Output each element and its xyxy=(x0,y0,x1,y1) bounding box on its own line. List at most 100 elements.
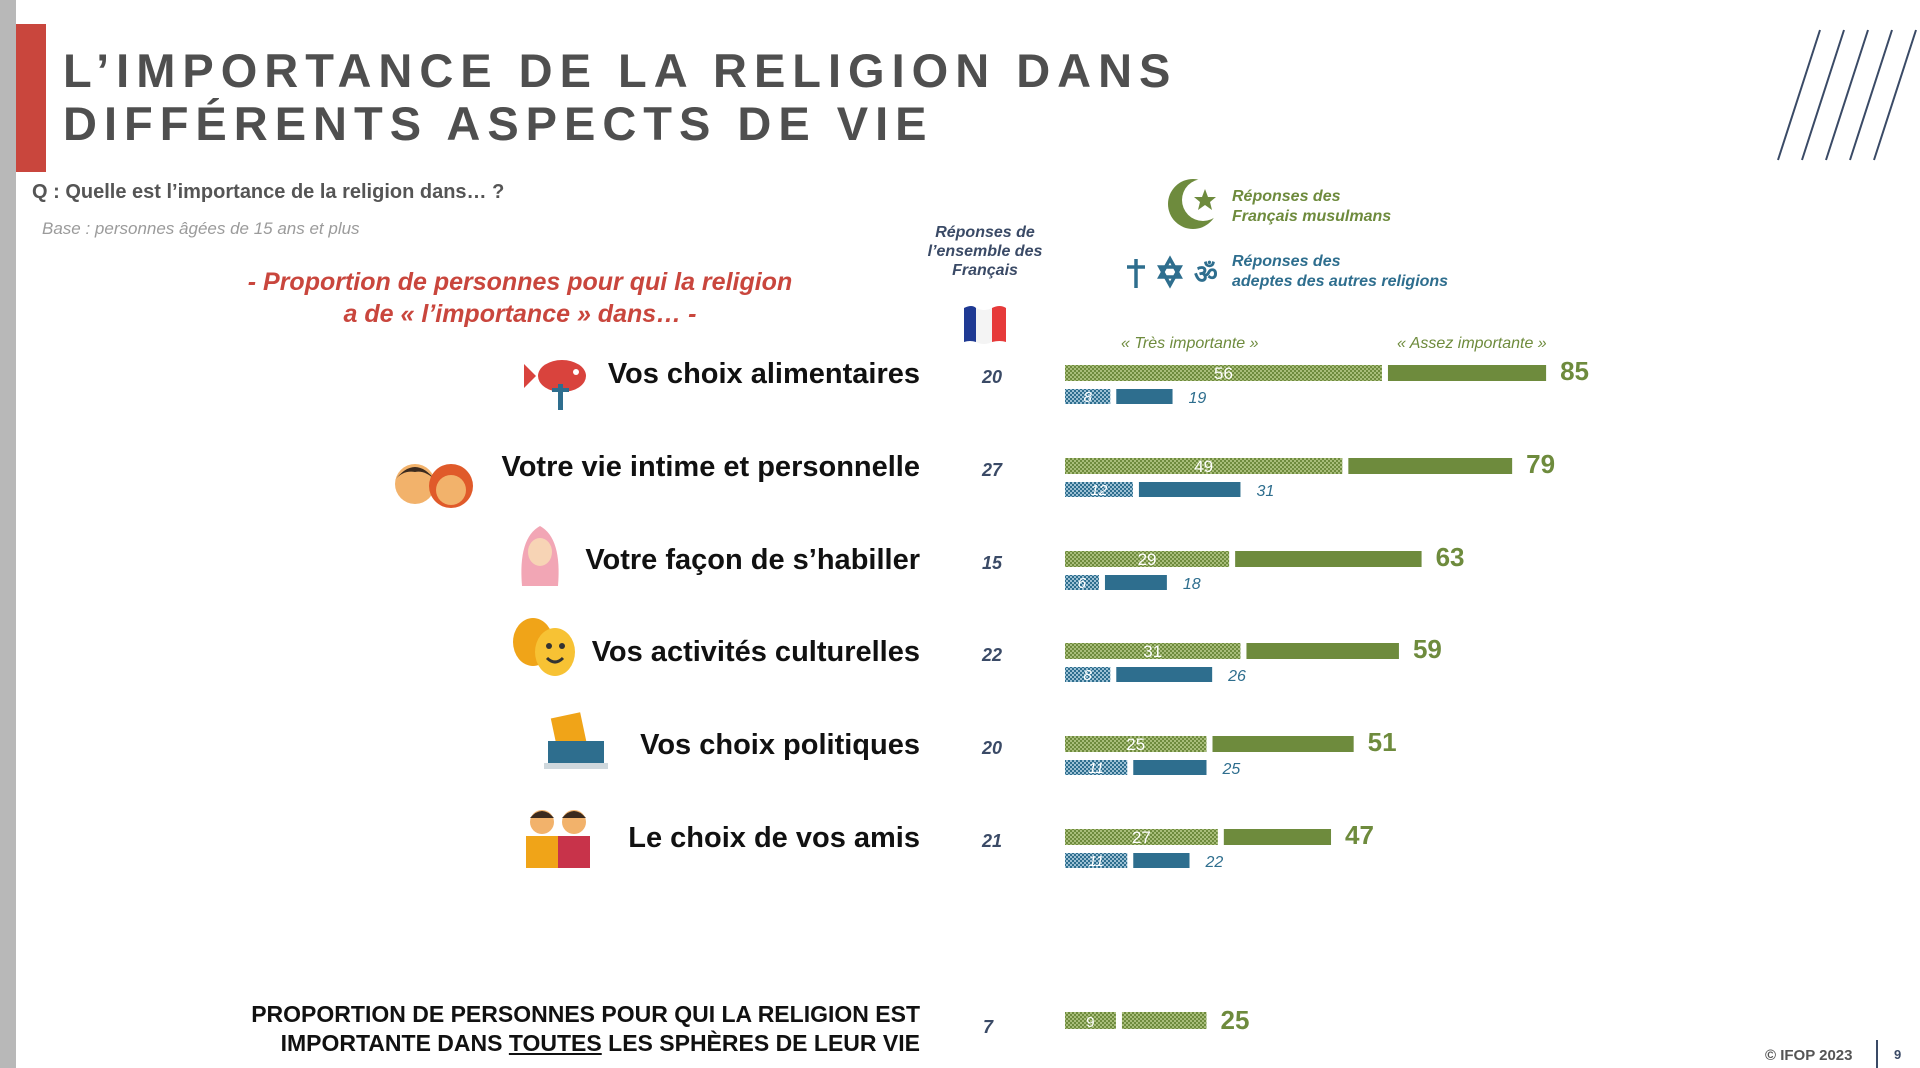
bar-muslim-tres-6 xyxy=(1065,829,1218,845)
bar-muslim-tres-5 xyxy=(1065,736,1207,752)
label-other-tres-6: 11 xyxy=(1088,853,1104,870)
label-muslim-tres-3: 29 xyxy=(1138,550,1157,569)
label-other-total-1: 19 xyxy=(1189,390,1207,407)
bar-summary-tres xyxy=(1065,1012,1116,1029)
bar-muslim-assez-4 xyxy=(1246,643,1399,659)
bar-muslim-tres-1 xyxy=(1065,365,1382,381)
label-summary-tres: 9 xyxy=(1086,1014,1094,1031)
label-muslim-total-4: 59 xyxy=(1413,634,1442,664)
label-other-total-5: 25 xyxy=(1222,761,1241,778)
bar-other-assez-2 xyxy=(1138,482,1241,497)
fr-value-1: 20 xyxy=(981,367,1003,387)
legend-muslim: Réponses des Français musulmans xyxy=(1232,187,1391,227)
col-head-line-3: Français xyxy=(952,262,1018,279)
bar-summary-assez xyxy=(1121,1012,1207,1029)
row-label-2: Votre vie intime et personnelle xyxy=(501,451,920,483)
fr-value-6: 21 xyxy=(981,831,1003,851)
ensemble-column-header: Réponses de l’ensemble des Français xyxy=(920,223,1050,280)
label-other-tres-2: 12 xyxy=(1091,482,1108,499)
bar-muslim-assez-6 xyxy=(1223,829,1332,845)
label-other-total-2: 31 xyxy=(1256,483,1274,500)
legend-other-line-2: adeptes des autres religions xyxy=(1232,273,1449,290)
row-label-6: Le choix de vos amis xyxy=(628,822,920,854)
bar-other-tres-6 xyxy=(1065,853,1128,868)
fish-fork-icon xyxy=(524,360,586,410)
label-other-tres-1: 8 xyxy=(1083,389,1092,406)
col-head-line-2: l’ensemble des xyxy=(927,243,1043,260)
label-summary-total: 25 xyxy=(1221,1005,1250,1035)
bar-other-assez-3 xyxy=(1104,575,1167,590)
label-muslim-total-2: 79 xyxy=(1526,449,1555,479)
proportion-line-2: a de « l’importance » dans… - xyxy=(343,300,697,328)
fr-value-3: 15 xyxy=(981,553,1003,573)
summary-label-line-1: PROPORTION DE PERSONNES POUR QUI LA RELI… xyxy=(251,1001,920,1027)
summary-fr-value: 7 xyxy=(982,1017,993,1037)
bar-other-tres-1 xyxy=(1065,389,1111,404)
hijab-woman-icon xyxy=(521,526,559,586)
summary-line-2-pre: IMPORTANTE DANS xyxy=(280,1030,509,1056)
legend-muslim-line-1: Réponses des xyxy=(1232,188,1341,205)
bar-other-assez-6 xyxy=(1133,853,1190,868)
label-muslim-tres-2: 49 xyxy=(1194,457,1213,476)
label-other-tres-5: 11 xyxy=(1088,760,1104,777)
label-other-tres-4: 8 xyxy=(1083,667,1092,684)
question-text: Q : Quelle est l’importance de la religi… xyxy=(32,181,505,203)
col-label-assez: « Assez importante » xyxy=(1397,335,1547,352)
bar-other-assez-4 xyxy=(1116,667,1213,682)
couple-icon xyxy=(395,464,473,508)
friends-icon xyxy=(526,810,590,868)
legend-muslim-line-2: Français musulmans xyxy=(1232,208,1392,225)
left-edge-strip xyxy=(0,0,16,1068)
label-other-total-4: 26 xyxy=(1227,668,1246,685)
religion-symbols-icon: ॐ xyxy=(1127,255,1218,290)
title-accent-bar xyxy=(16,24,46,172)
col-label-tres: « Très importante » xyxy=(1121,335,1259,352)
title-line-2: DIFFÉRENTS ASPECTS DE VIE xyxy=(63,97,934,150)
proportion-subtitle: - Proportion de personnes pour qui la re… xyxy=(180,266,860,330)
bar-muslim-assez-3 xyxy=(1235,551,1422,567)
page-number: 9 xyxy=(1894,1047,1902,1062)
bar-muslim-assez-1 xyxy=(1387,365,1547,381)
summary-label: PROPORTION DE PERSONNES POUR QUI LA RELI… xyxy=(251,1000,920,1058)
french-flag-icon xyxy=(964,306,1006,344)
label-muslim-tres-4: 31 xyxy=(1143,642,1162,661)
label-muslim-total-6: 47 xyxy=(1345,820,1374,850)
label-muslim-tres-5: 25 xyxy=(1126,735,1145,754)
crescent-star-icon xyxy=(1168,179,1224,229)
ballot-box-icon xyxy=(544,712,608,769)
fr-value-4: 22 xyxy=(981,645,1003,665)
bar-muslim-tres-4 xyxy=(1065,643,1241,659)
theater-masks-icon xyxy=(513,618,575,676)
footer-separator xyxy=(1876,1040,1878,1068)
bar-muslim-tres-3 xyxy=(1065,551,1230,567)
page-title: L’IMPORTANCE DE LA RELIGION DANS DIFFÉRE… xyxy=(63,44,1177,150)
row-label-4: Vos activités culturelles xyxy=(591,636,920,668)
bar-other-tres-5 xyxy=(1065,760,1128,775)
bar-other-assez-1 xyxy=(1116,389,1173,404)
row-label-3: Votre façon de s’habiller xyxy=(585,544,920,576)
bar-other-tres-3 xyxy=(1065,575,1099,590)
bar-muslim-tres-2 xyxy=(1065,458,1343,474)
title-line-1: L’IMPORTANCE DE LA RELIGION DANS xyxy=(63,44,1178,97)
label-muslim-total-1: 85 xyxy=(1560,356,1589,386)
fr-value-5: 20 xyxy=(981,738,1003,758)
bar-other-tres-2 xyxy=(1065,482,1133,497)
label-other-total-3: 18 xyxy=(1183,576,1201,593)
decorative-lines xyxy=(1777,29,1917,161)
proportion-line-1: - Proportion de personnes pour qui la re… xyxy=(247,268,793,296)
summary-line-2-post: LES SPHÈRES DE LEUR VIE xyxy=(601,1030,920,1056)
label-muslim-tres-1: 56 xyxy=(1214,364,1233,383)
fr-value-2: 27 xyxy=(981,460,1003,480)
bar-muslim-assez-5 xyxy=(1212,736,1354,752)
bar-other-tres-4 xyxy=(1065,667,1111,682)
svg-text:ॐ: ॐ xyxy=(1194,260,1218,290)
row-label-5: Vos choix politiques xyxy=(640,729,920,761)
label-muslim-tres-6: 27 xyxy=(1132,828,1151,847)
legend-other: Réponses des adeptes des autres religion… xyxy=(1232,252,1448,292)
summary-label-line-2: IMPORTANTE DANS TOUTES LES SPHÈRES DE LE… xyxy=(251,1029,920,1058)
col-head-line-1: Réponses de xyxy=(935,224,1035,241)
label-other-total-6: 22 xyxy=(1205,854,1224,871)
bar-muslim-assez-2 xyxy=(1348,458,1513,474)
copyright: © IFOP 2023 xyxy=(1765,1047,1853,1064)
